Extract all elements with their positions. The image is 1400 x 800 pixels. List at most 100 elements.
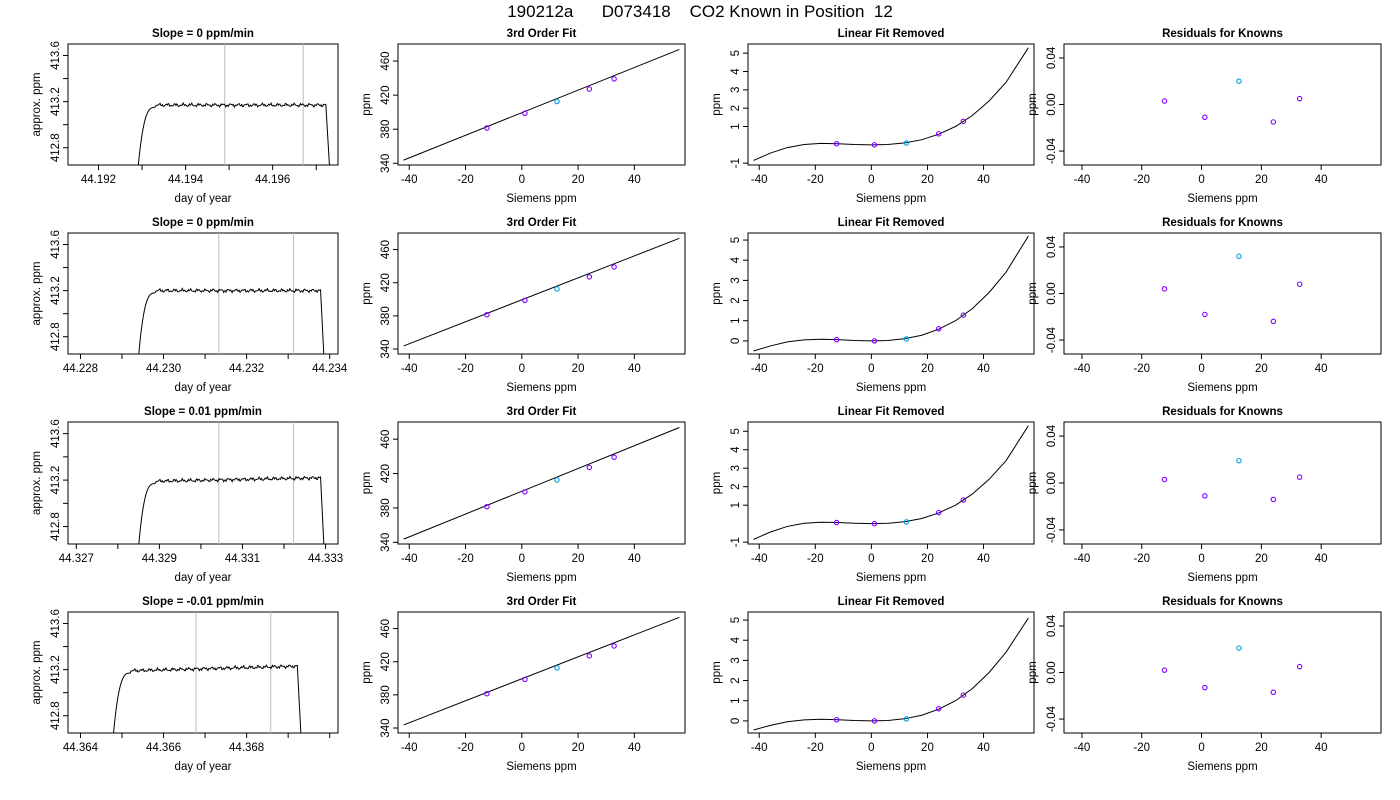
panel-title: Linear Fit Removed [838, 596, 945, 608]
plot-area [137, 44, 330, 165]
data-point [1202, 493, 1208, 499]
x-tick-label: 20 [1255, 553, 1268, 565]
x-tick-label: 20 [572, 553, 585, 565]
plot-frame [67, 232, 339, 355]
x-tick-label: 40 [977, 553, 990, 565]
data-point [1296, 663, 1303, 670]
x-tick-label: -20 [807, 553, 824, 565]
data-point [1161, 286, 1168, 292]
y-tick-label: 413.6 [50, 230, 62, 259]
x-tick-label: 20 [921, 742, 934, 754]
panel-1-2: 3rd Order Fit -40 -20 0 20 40 340 380 420 460 Siem… [361, 28, 686, 205]
data-point [484, 311, 490, 318]
x-axis-label: Siemens ppm [856, 382, 926, 394]
panel-3-3: Linear Fit Removed -40 -20 0 20 40 -1 1 2 3 4 5 Siem… [711, 406, 1035, 584]
x-tick-label: -20 [1133, 363, 1150, 375]
y-axis-label: ppm [361, 661, 373, 683]
y-tick-label: -1 [730, 158, 742, 168]
y-tick-label: -0.04 [1046, 137, 1058, 164]
x-tick-label: 40 [1315, 363, 1328, 375]
x-tick-label: 40 [1315, 742, 1328, 754]
plot-frame [747, 421, 1035, 545]
x-tick-label: -20 [457, 363, 474, 375]
plot-frame [1063, 611, 1382, 734]
y-tick-label: 340 [380, 533, 392, 552]
x-tick-label: -40 [1074, 742, 1091, 754]
x-axis-label: Siemens ppm [856, 761, 926, 773]
y-tick-label: 420 [380, 273, 392, 292]
x-tick-label: 40 [1315, 174, 1328, 186]
x-tick-label: 20 [1255, 363, 1268, 375]
panel-title: Slope = -0.01 ppm/min [142, 596, 264, 608]
fit-line [403, 616, 680, 726]
y-tick-label: 4 [730, 68, 742, 75]
x-tick-label: 20 [572, 742, 585, 754]
y-tick-label: 2 [730, 105, 742, 111]
x-tick-label: -40 [751, 363, 768, 375]
x-tick-label: -20 [1133, 742, 1150, 754]
y-tick-label: 1 [730, 123, 742, 129]
y-tick-label: -1 [730, 537, 742, 547]
panel-1-4: Residuals for Knowns -40 -20 0 20 40 -0.04 0.00… [1027, 28, 1382, 205]
panel-2-3: Linear Fit Removed -40 -20 0 20 40 0 1 2 3 4 5 Sieme… [711, 217, 1035, 394]
data-point [871, 520, 878, 527]
x-axis-label: Siemens ppm [1187, 382, 1257, 394]
y-axis-label: approx. ppm [31, 262, 43, 326]
plot-frame [397, 611, 686, 734]
x-tick-label: 40 [628, 363, 641, 375]
x-tick-label: 0 [868, 742, 874, 754]
data-point [522, 297, 528, 304]
y-tick-label: 2 [730, 297, 742, 303]
plot-area [753, 425, 1029, 540]
data-point [586, 653, 593, 659]
panel-title: Residuals for Knowns [1162, 217, 1283, 229]
x-tick-label: 44.333 [308, 553, 343, 565]
y-axis-label: ppm [361, 93, 373, 115]
x-tick-label: 0 [1198, 363, 1204, 375]
panel-title: 3rd Order Fit [507, 28, 577, 40]
data-point [1161, 476, 1168, 483]
plot-frame [747, 611, 1035, 734]
data-point [611, 264, 617, 270]
x-tick-label: 20 [1255, 742, 1268, 754]
plot-frame [747, 232, 1035, 355]
y-tick-label: -0.04 [1046, 705, 1058, 732]
x-tick-label: -40 [1074, 553, 1091, 565]
data-point [833, 336, 840, 343]
data-point [484, 503, 490, 510]
x-tick-label: -20 [457, 553, 474, 565]
y-axis-label: approx. ppm [31, 73, 43, 137]
data-point [554, 665, 560, 671]
co2-trace-line [138, 287, 325, 354]
fit-curve [753, 425, 1029, 540]
plot-area [403, 616, 680, 726]
panel-4-2: 3rd Order Fit -40 -20 0 20 40 340 380 420 460 Siem… [361, 596, 686, 773]
y-tick-label: 5 [730, 617, 742, 623]
x-tick-label: 20 [921, 553, 934, 565]
panel-4-4: Residuals for Knowns -40 -20 0 20 40 -0.04 0.00… [1027, 596, 1382, 773]
panel-4-3: Linear Fit Removed -40 -20 0 20 40 0 1 2 3 4 5 Sieme… [711, 596, 1035, 773]
plot-area [403, 48, 680, 161]
x-tick-label: 20 [921, 174, 934, 186]
panel-title: Linear Fit Removed [838, 217, 945, 229]
data-point [1236, 645, 1242, 651]
x-axis-label: day of year [175, 193, 232, 205]
y-axis-label: ppm [1027, 661, 1039, 683]
plot-frame [1063, 232, 1382, 355]
x-tick-label: 0 [868, 363, 874, 375]
x-axis-label: day of year [175, 761, 232, 773]
x-tick-label: 44.228 [63, 363, 98, 375]
data-point [1296, 281, 1303, 287]
y-tick-label: 460 [380, 619, 392, 638]
y-tick-label: 412.8 [50, 701, 62, 730]
x-tick-label: -40 [401, 553, 418, 565]
y-tick-label: 412.8 [50, 322, 62, 351]
x-tick-label: 40 [977, 363, 990, 375]
x-tick-label: -20 [807, 742, 824, 754]
data-point [935, 326, 942, 332]
data-point [522, 489, 528, 495]
data-point [554, 477, 560, 483]
data-point [1270, 689, 1277, 696]
y-tick-label: 420 [380, 464, 392, 483]
